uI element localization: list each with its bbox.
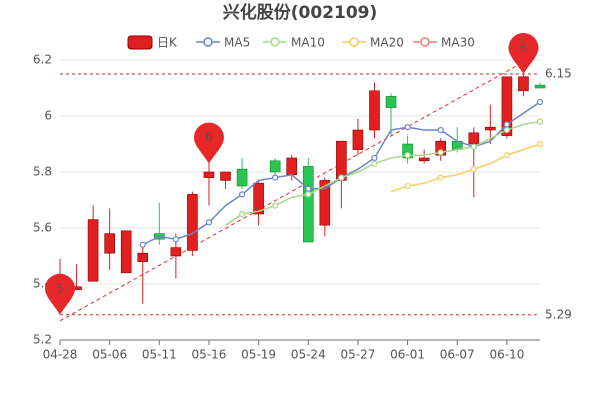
mark-label: 6 — [520, 41, 528, 55]
candle-body — [501, 76, 513, 136]
legend-marker — [270, 37, 280, 47]
ma-point — [404, 182, 411, 190]
candle-body — [302, 166, 314, 243]
ma-point — [503, 126, 510, 134]
y-tick-label: 6.2 — [33, 53, 52, 67]
legend-label: MA5 — [224, 36, 250, 50]
candle-body — [120, 230, 132, 274]
x-tick-label: 06-07 — [440, 348, 475, 362]
ma-point — [536, 98, 544, 106]
legend-marker — [420, 37, 430, 47]
candle-body — [253, 182, 264, 215]
ma-point — [371, 160, 378, 167]
ma-point — [437, 149, 444, 156]
ma-point — [404, 152, 411, 159]
reference-label: 5.29 — [545, 307, 572, 321]
ma-point — [272, 202, 279, 209]
candle-body — [104, 233, 115, 254]
candle-body — [468, 132, 480, 145]
y-tick-label: 5.8 — [33, 165, 52, 179]
ma-point — [470, 166, 477, 173]
ma-point — [437, 126, 444, 134]
candle-body — [220, 171, 231, 181]
ma-point — [404, 124, 411, 131]
reference-label: 6.15 — [545, 67, 572, 81]
legend-marker — [203, 37, 213, 47]
candle-body — [236, 168, 248, 187]
candle-body — [534, 84, 546, 89]
candle-body — [87, 219, 99, 282]
ma-point — [371, 154, 378, 162]
ma-point — [536, 118, 544, 125]
mark-label: 5 — [56, 281, 64, 295]
candle-body — [385, 96, 397, 108]
ma-line — [225, 120, 541, 226]
legend-swatch — [127, 35, 153, 50]
y-tick-label: 6 — [44, 109, 52, 123]
candle-body — [203, 171, 215, 178]
chart-title: 兴化股份(002109) — [223, 2, 378, 23]
ma-point — [238, 191, 246, 198]
ma-point — [238, 210, 246, 218]
mark-pin — [508, 32, 539, 74]
ma-point — [139, 241, 146, 248]
ma-point — [437, 174, 444, 181]
candle-body — [352, 129, 364, 150]
ma-point — [470, 143, 477, 150]
x-tick-label: 05-16 — [192, 348, 227, 362]
candle-body — [286, 157, 298, 176]
y-tick-label: 5.2 — [33, 333, 52, 347]
ma-point — [272, 174, 279, 181]
x-tick-label: 05-06 — [92, 348, 127, 362]
trend-line — [59, 61, 524, 322]
mark-label: 6 — [205, 130, 213, 144]
x-tick-label: 05-19 — [241, 348, 276, 362]
ma-line — [390, 143, 541, 193]
x-tick-label: 06-01 — [390, 348, 425, 362]
ma-point — [172, 236, 179, 243]
candle-body — [418, 157, 430, 162]
x-tick-label: 05-27 — [340, 348, 375, 362]
ma-point — [305, 185, 312, 192]
legend-label: MA10 — [291, 36, 325, 50]
ma-point — [503, 152, 510, 159]
x-tick-label: 05-11 — [142, 348, 177, 362]
x-tick-label: 05-24 — [291, 348, 326, 362]
legend-label: MA20 — [370, 36, 404, 50]
ma-point — [205, 219, 213, 226]
legend-label: MA30 — [441, 36, 475, 50]
candle-body — [269, 160, 281, 173]
mark-pin — [45, 273, 75, 315]
candle-body — [319, 180, 331, 226]
candle-body — [518, 76, 529, 92]
x-tick-label: 04-28 — [43, 348, 78, 362]
candle-body — [369, 90, 380, 131]
ma-point — [503, 121, 510, 128]
ma-point — [338, 174, 345, 181]
legend-label: 日K — [157, 36, 178, 50]
ma-point — [305, 191, 312, 198]
candle-body — [187, 194, 198, 251]
x-tick-label: 06-10 — [489, 348, 524, 362]
legend-marker — [349, 37, 359, 47]
candle-body — [137, 252, 149, 262]
candle-body — [485, 126, 496, 131]
ma-point — [536, 140, 544, 148]
y-tick-label: 5.6 — [33, 221, 52, 235]
candle-body — [170, 247, 182, 257]
mark-pin — [193, 122, 224, 164]
